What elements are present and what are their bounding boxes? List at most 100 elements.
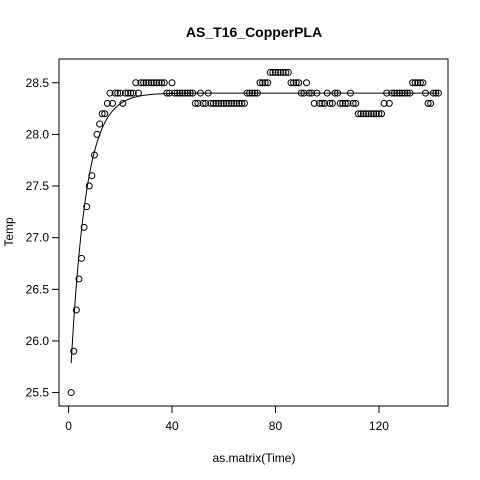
y-tick-label: 25.5 bbox=[26, 386, 50, 400]
data-point bbox=[109, 99, 117, 107]
data-point bbox=[372, 110, 380, 118]
data-point bbox=[235, 99, 243, 107]
y-tick-label: 26.5 bbox=[26, 282, 50, 296]
data-point bbox=[419, 79, 427, 87]
data-point bbox=[388, 89, 396, 97]
data-point bbox=[158, 79, 166, 87]
data-point bbox=[129, 89, 137, 97]
data-point bbox=[240, 99, 248, 107]
data-point bbox=[121, 89, 129, 97]
data-point bbox=[367, 110, 375, 118]
data-point bbox=[178, 89, 186, 97]
data-point bbox=[336, 99, 344, 107]
data-point bbox=[354, 110, 362, 118]
y-tick-label: 28.0 bbox=[26, 127, 50, 141]
y-axis-label: Temp bbox=[2, 217, 16, 247]
data-point bbox=[393, 89, 401, 97]
data-point bbox=[134, 89, 142, 97]
data-point bbox=[362, 110, 370, 118]
data-point bbox=[256, 79, 264, 87]
data-point bbox=[290, 79, 298, 87]
data-point bbox=[160, 79, 168, 87]
data-point bbox=[300, 89, 308, 97]
data-point bbox=[401, 89, 409, 97]
data-point bbox=[271, 68, 279, 76]
data-point bbox=[326, 99, 334, 107]
data-point bbox=[429, 89, 437, 97]
data-point bbox=[217, 99, 225, 107]
data-point bbox=[233, 99, 241, 107]
data-point bbox=[230, 99, 238, 107]
data-point bbox=[248, 89, 256, 97]
data-point bbox=[349, 99, 357, 107]
y-tick-label: 27.5 bbox=[26, 179, 50, 193]
y-tick-label: 28.5 bbox=[26, 76, 50, 90]
data-point bbox=[199, 99, 207, 107]
data-point bbox=[103, 99, 111, 107]
data-point bbox=[116, 89, 124, 97]
data-point bbox=[427, 99, 435, 107]
data-point bbox=[238, 99, 246, 107]
data-point bbox=[85, 182, 93, 190]
data-point bbox=[220, 99, 228, 107]
data-point bbox=[165, 89, 173, 97]
data-point bbox=[398, 89, 406, 97]
data-point bbox=[259, 79, 267, 87]
data-point bbox=[253, 89, 261, 97]
data-point bbox=[127, 89, 135, 97]
data-point bbox=[132, 79, 140, 87]
data-point bbox=[305, 89, 313, 97]
data-point bbox=[321, 99, 329, 107]
data-point bbox=[88, 172, 96, 180]
data-point bbox=[341, 99, 349, 107]
data-point bbox=[375, 110, 383, 118]
data-point bbox=[409, 79, 417, 87]
plot-area-frame bbox=[58, 58, 449, 407]
data-point bbox=[168, 79, 176, 87]
data-point bbox=[111, 89, 119, 97]
data-point bbox=[212, 99, 220, 107]
data-point bbox=[269, 68, 277, 76]
data-point bbox=[414, 79, 422, 87]
data-point bbox=[191, 99, 199, 107]
data-point bbox=[346, 89, 354, 97]
data-point bbox=[424, 99, 432, 107]
data-point bbox=[292, 79, 300, 87]
data-point bbox=[380, 99, 388, 107]
data-point bbox=[315, 99, 323, 107]
data-point bbox=[106, 89, 114, 97]
data-point bbox=[416, 79, 424, 87]
data-point bbox=[251, 89, 259, 97]
data-point bbox=[202, 99, 210, 107]
data-point bbox=[209, 99, 217, 107]
data-point bbox=[78, 254, 85, 262]
data-point bbox=[284, 68, 292, 76]
data-point bbox=[142, 79, 150, 87]
data-point bbox=[207, 99, 215, 107]
data-point bbox=[222, 99, 230, 107]
data-point bbox=[261, 79, 269, 87]
data-point bbox=[140, 79, 148, 87]
data-point bbox=[153, 79, 161, 87]
data-point bbox=[124, 89, 132, 97]
data-point bbox=[396, 89, 404, 97]
data-point bbox=[331, 89, 339, 97]
y-tick-label: 27.0 bbox=[26, 231, 50, 245]
data-point bbox=[119, 99, 127, 107]
data-point bbox=[303, 79, 311, 87]
data-point bbox=[385, 99, 393, 107]
data-point bbox=[150, 79, 158, 87]
data-point bbox=[70, 347, 78, 355]
data-point bbox=[279, 68, 287, 76]
data-point bbox=[422, 89, 429, 97]
data-point bbox=[147, 79, 155, 87]
data-point bbox=[264, 79, 272, 87]
data-point bbox=[225, 99, 233, 107]
data-point bbox=[313, 89, 321, 97]
data-point bbox=[204, 89, 212, 97]
data-point bbox=[181, 89, 189, 97]
data-point bbox=[215, 99, 223, 107]
data-point bbox=[228, 99, 236, 107]
data-point bbox=[357, 110, 365, 118]
